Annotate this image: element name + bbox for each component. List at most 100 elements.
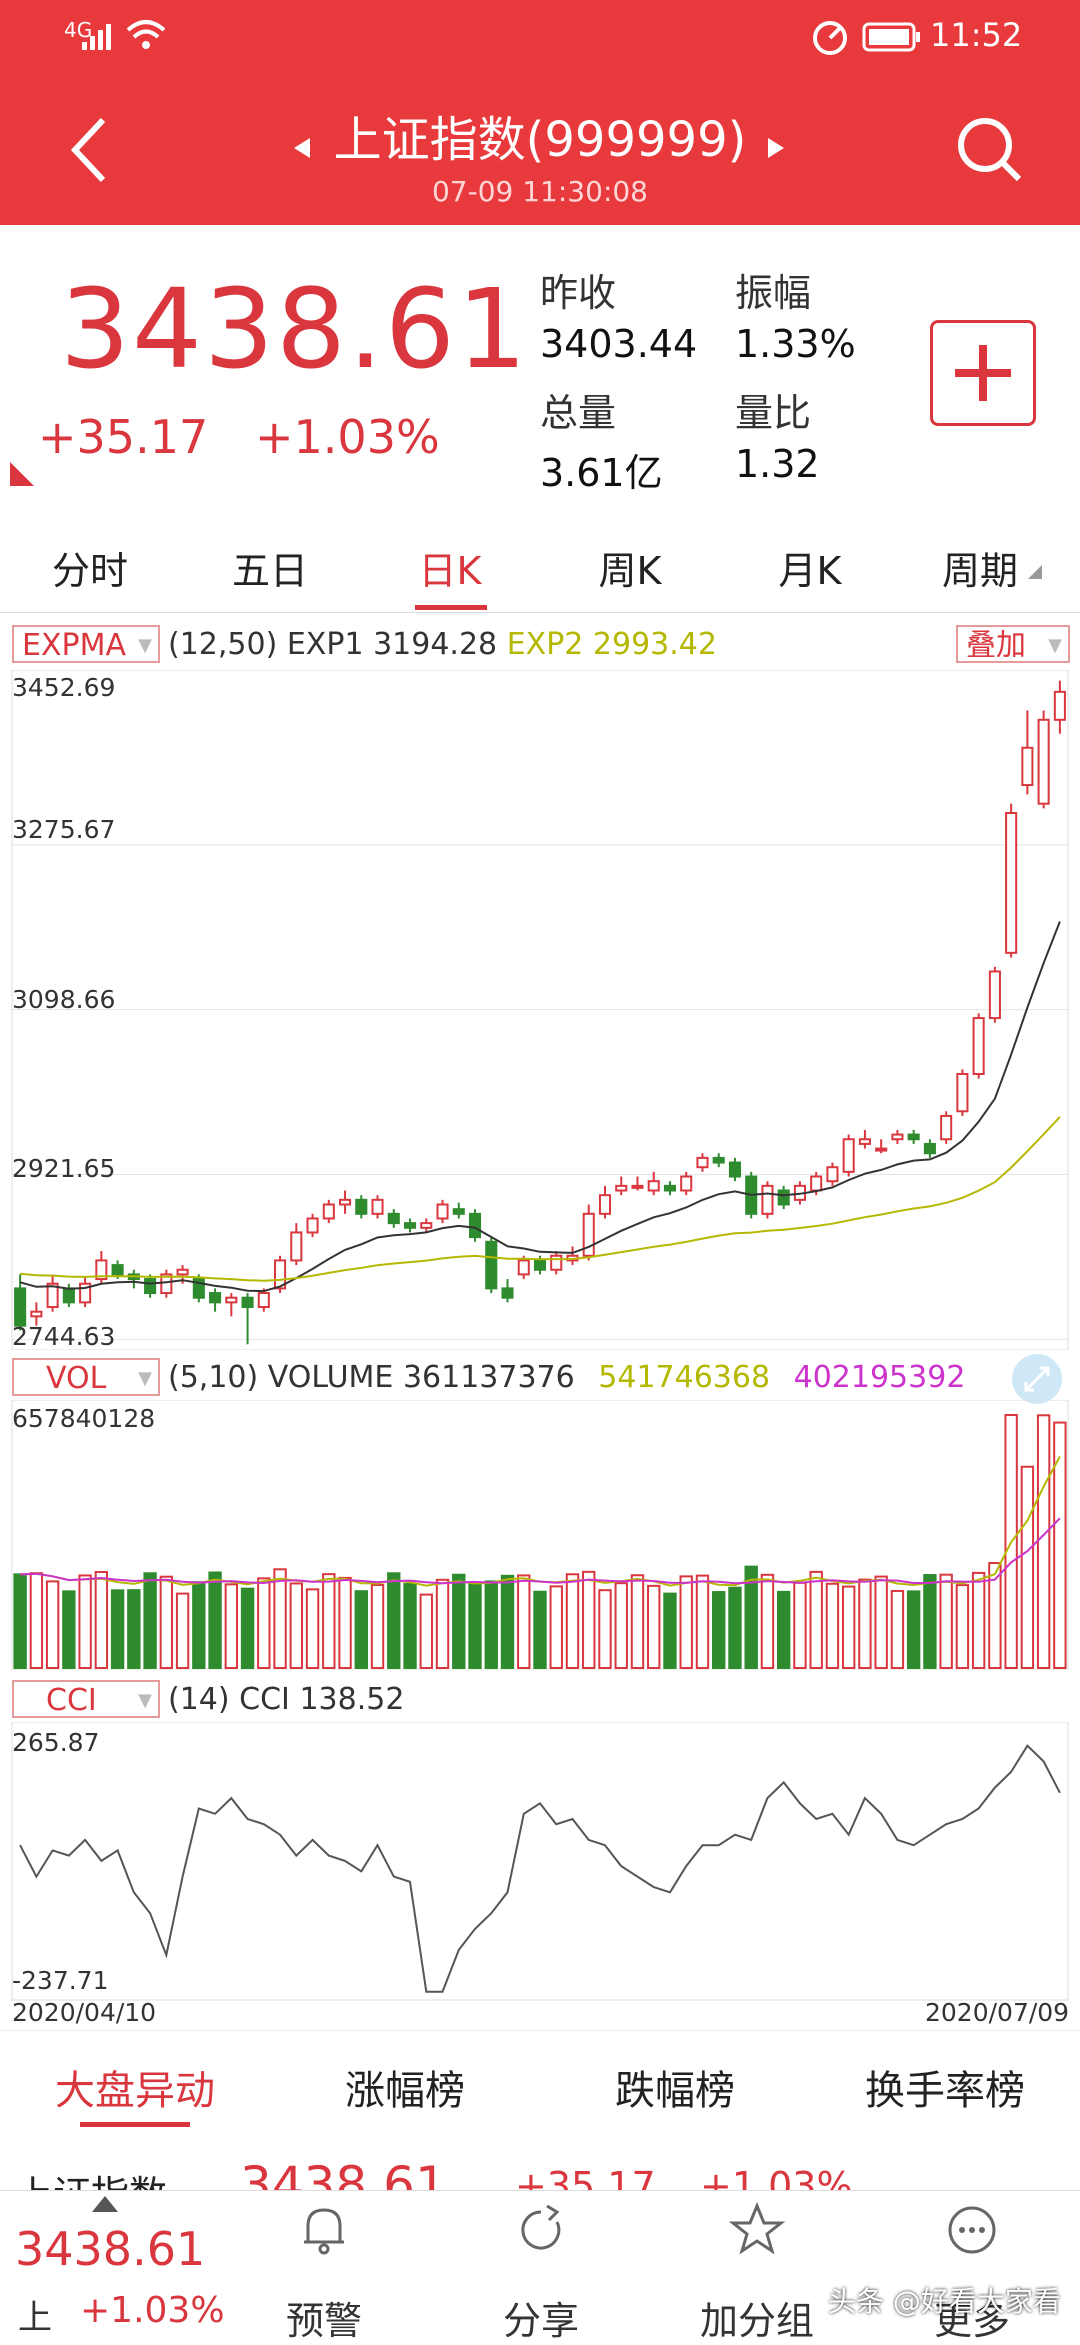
plus-icon — [955, 345, 1011, 401]
candle-body — [468, 1212, 482, 1239]
tab-daily-k[interactable]: 日K — [418, 549, 482, 593]
cci-readout: (14) CCI 138.52 — [168, 1682, 404, 1717]
ticker-row[interactable]: 上证指数 3438.61 +35.17 +1.03% — [0, 2150, 1080, 2190]
candle-body — [420, 1222, 433, 1229]
volume-bar — [598, 1589, 612, 1669]
share-icon[interactable] — [511, 2200, 571, 2260]
star-icon[interactable] — [727, 2200, 787, 2260]
add-watchlist-button[interactable] — [930, 320, 1036, 426]
candle-body — [501, 1287, 514, 1299]
more-button[interactable]: 更多 — [933, 2299, 1010, 2343]
candle-body — [387, 1212, 400, 1225]
candle-body — [46, 1282, 59, 1309]
volume-bar — [403, 1583, 417, 1670]
cci-selector[interactable]: CCI ▼ — [12, 1680, 160, 1718]
tab-period[interactable]: 周期 — [941, 549, 1018, 593]
volume-ratio-value: 1.32 — [735, 442, 820, 486]
candle-body — [209, 1292, 222, 1304]
more-icon[interactable] — [942, 2200, 1002, 2260]
candle-body — [144, 1278, 157, 1295]
volume-bar — [192, 1581, 206, 1669]
volume-bar — [744, 1565, 758, 1669]
tab-five-day[interactable]: 五日 — [231, 549, 308, 593]
vol-params: (5,10) — [168, 1360, 259, 1395]
tab-losers[interactable]: 跌幅榜 — [615, 2068, 735, 2114]
volume-bar — [647, 1584, 661, 1669]
candle-body — [582, 1212, 595, 1257]
volume-bar — [484, 1580, 498, 1669]
dropdown-arrow-icon: ▼ — [1048, 635, 1062, 656]
tab-intraday[interactable]: 分时 — [51, 549, 128, 593]
prev-stock-icon[interactable] — [292, 136, 312, 160]
volume-bar — [224, 1583, 239, 1669]
period-dropdown-icon — [1028, 565, 1042, 579]
candle-body — [111, 1264, 124, 1276]
volume-chart[interactable] — [0, 1400, 1080, 1670]
candle-body — [761, 1184, 774, 1215]
candle-body — [1037, 718, 1050, 805]
cci-chart[interactable] — [0, 1722, 1080, 2002]
candle-body — [923, 1142, 936, 1155]
volume-bar — [679, 1575, 693, 1669]
volume-bar — [614, 1582, 628, 1669]
expma-selector[interactable]: EXPMA ▼ — [12, 625, 160, 663]
bell-icon[interactable] — [294, 2200, 354, 2260]
candle-body — [176, 1268, 189, 1276]
wifi-icon — [126, 20, 166, 49]
exp2-label: EXP2 — [506, 627, 584, 662]
tab-turnover[interactable]: 换手率榜 — [865, 2068, 1025, 2114]
tabs-divider — [0, 612, 1080, 613]
volume-bar — [517, 1574, 531, 1669]
expma-params: (12,50) — [168, 627, 278, 662]
corner-triangle-icon — [10, 462, 34, 486]
candle-body — [452, 1208, 465, 1215]
volume-bar — [305, 1588, 320, 1669]
volume-bar — [777, 1590, 791, 1669]
change-value: +35.17 — [38, 410, 209, 464]
back-icon[interactable] — [65, 115, 115, 185]
candle-body — [306, 1217, 319, 1234]
volume-bar — [565, 1573, 580, 1669]
volume-bar — [712, 1591, 726, 1669]
candle-body — [322, 1203, 335, 1220]
volume-bar — [257, 1577, 271, 1669]
volume-bar — [370, 1583, 385, 1670]
current-price: 3438.61 — [60, 265, 529, 393]
app-header: 4G 11:52 上证指数(999999) 07-09 11:30:08 — [0, 0, 1080, 225]
search-icon[interactable] — [955, 115, 1025, 185]
exp1-line — [19, 921, 1061, 1293]
network-indicator: 4G — [64, 18, 93, 42]
vol-selector[interactable]: VOL ▼ — [12, 1358, 160, 1396]
cci-line — [19, 1744, 1061, 1993]
tab-weekly-k[interactable]: 周K — [598, 549, 662, 593]
tab-market-movers[interactable]: 大盘异动 — [55, 2068, 215, 2114]
candle-body — [907, 1133, 920, 1141]
amplitude-label: 振幅 — [735, 271, 812, 315]
volume-bar — [208, 1571, 222, 1669]
cci-frame — [11, 1722, 1069, 2001]
cci-params: (14) — [168, 1682, 230, 1717]
volume-bar — [809, 1570, 823, 1669]
volume-bar — [760, 1573, 775, 1669]
expma-selector-label: EXPMA — [22, 628, 127, 663]
tab-monthly-k[interactable]: 月K — [778, 549, 842, 593]
alert-button[interactable]: 预警 — [285, 2299, 362, 2343]
candle-body — [62, 1287, 75, 1304]
add-group-button[interactable]: 加分组 — [699, 2299, 814, 2343]
cci-selector-label: CCI — [46, 1683, 97, 1718]
fullscreen-icon[interactable] — [1010, 1352, 1064, 1406]
candle-body — [550, 1254, 563, 1271]
overlay-button[interactable]: 叠加 ▼ — [956, 625, 1070, 663]
share-button[interactable]: 分享 — [502, 2299, 579, 2343]
volume-bar — [435, 1578, 450, 1669]
volume-bar — [500, 1574, 515, 1670]
prev-close-label: 昨收 — [540, 271, 617, 315]
collapse-up-icon[interactable] — [92, 2196, 118, 2212]
candle-body — [988, 970, 1001, 1020]
candle-body — [826, 1166, 839, 1183]
x-start-date: 2020/04/10 — [12, 1998, 157, 2027]
tab-gainers[interactable]: 涨幅榜 — [345, 2068, 465, 2114]
candlestick-chart[interactable] — [0, 670, 1080, 1350]
y-tick-4: 2921.65 — [12, 1154, 116, 1183]
next-stock-icon[interactable] — [766, 136, 786, 160]
